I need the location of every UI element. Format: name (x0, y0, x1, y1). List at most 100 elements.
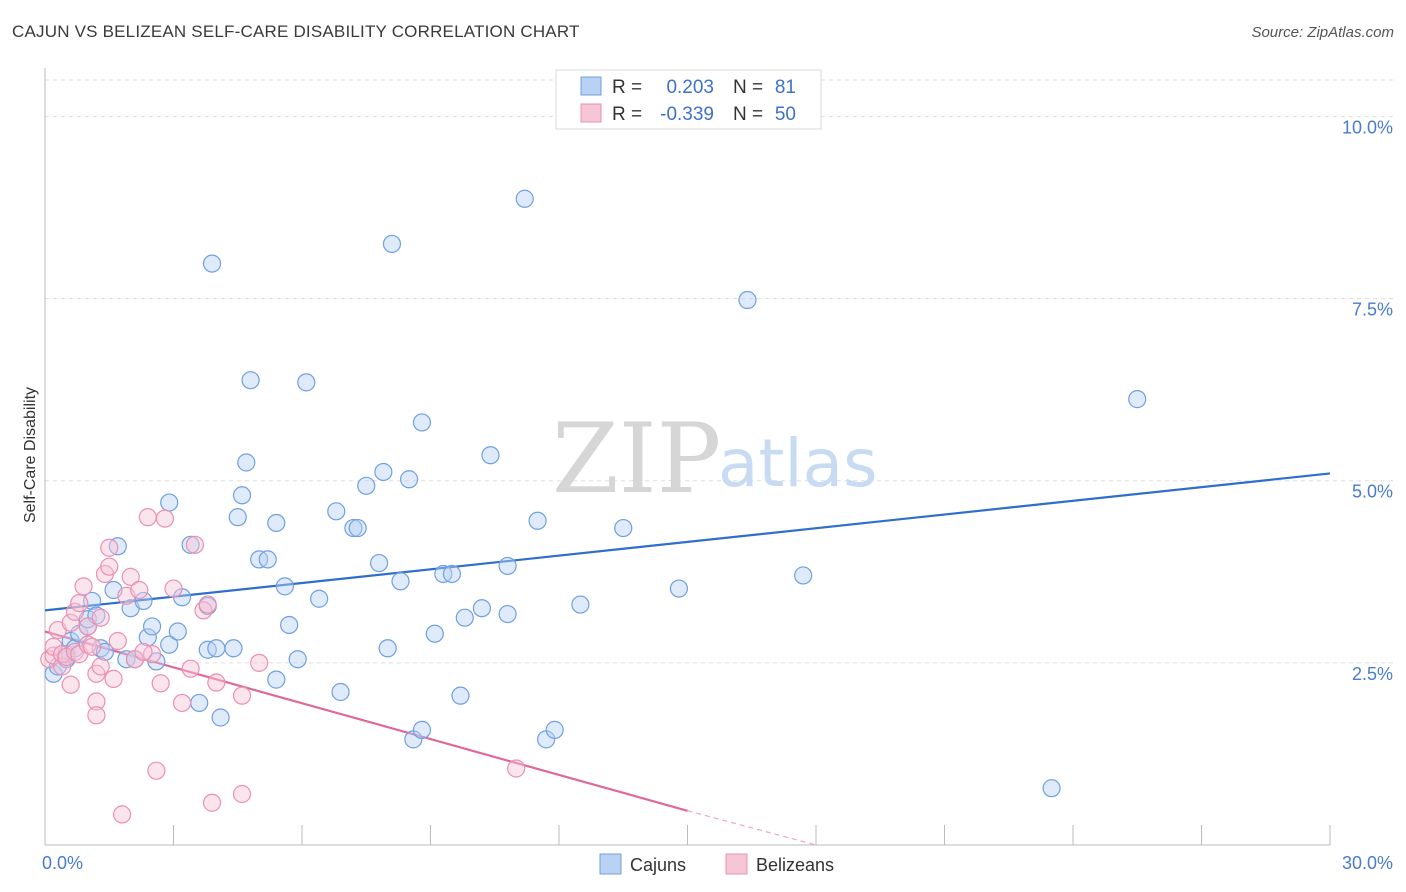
legend-n-label-0: N = (733, 77, 763, 98)
belizeans-point-49 (134, 642, 153, 662)
cajuns-point-45 (297, 373, 316, 392)
belizeans-point-8 (61, 613, 80, 632)
cajuns-point-23 (160, 493, 179, 512)
cajuns-point-26 (181, 535, 200, 554)
belizeans-point-43 (207, 673, 226, 692)
belizeans-point-34 (151, 674, 170, 693)
belizeans-point-11 (70, 594, 89, 613)
cajuns-point-41 (267, 513, 286, 533)
y-tick-label-3: 10.0% (1342, 117, 1393, 137)
belizeans-point-47 (507, 759, 526, 778)
cajuns-point-73 (545, 720, 564, 739)
cajuns-point-80 (1128, 390, 1147, 409)
y-tick-label-2: 7.5% (1352, 300, 1393, 320)
cajuns-point-51 (357, 476, 376, 495)
grid-lines (45, 79, 1395, 664)
cajuns-point-48 (331, 682, 350, 702)
bottom-legend-label-cajuns: Cajuns (630, 855, 686, 875)
cajuns-point-30 (202, 254, 222, 273)
legend-n-label-1: N = (733, 104, 763, 125)
watermark: ZIP atlas (552, 403, 878, 515)
x-tick-label-1: 30.0% (1342, 853, 1393, 873)
cajuns-point-37 (241, 371, 260, 390)
cajuns-point-71 (528, 511, 547, 530)
belizeans-point-46 (250, 653, 269, 672)
belizeans-point-36 (164, 579, 183, 598)
cajuns-point-59 (412, 413, 432, 432)
cajuns-point-43 (280, 615, 299, 635)
belizeans-point-37 (172, 693, 192, 713)
belizeans-point-33 (147, 761, 166, 780)
belizeans-point-18 (87, 692, 106, 711)
cajuns-point-79 (1042, 779, 1061, 798)
belizeans-point-44 (232, 784, 252, 804)
bottom-legend-swatch-cajuns (599, 853, 622, 875)
cajuns-point-60 (412, 720, 432, 739)
belizeans-point-26 (112, 805, 132, 824)
belizeans-point-48 (91, 657, 110, 676)
belizeans-point-19 (87, 706, 106, 725)
belizeans-point-38 (181, 659, 200, 678)
belizeans-point-7 (61, 675, 80, 694)
belizeans-point-30 (130, 580, 149, 600)
belizeans-point-4 (53, 657, 72, 676)
cajuns-point-50 (348, 518, 367, 538)
belizeans-point-25 (108, 631, 127, 651)
cajuns-point-61 (425, 624, 444, 643)
cajuns-point-47 (327, 502, 346, 521)
y-tick-label-1: 5.0% (1352, 482, 1393, 502)
tick-labels: 2.5% 5.0% 7.5% 10.0% 0.0% 30.0% (42, 117, 1393, 873)
watermark-zip: ZIP (552, 403, 721, 515)
bottom-legend: Cajuns Belizeans (599, 853, 834, 875)
cajuns-point-32 (211, 708, 230, 727)
belizeans-point-16 (83, 637, 102, 656)
cajuns-point-76 (669, 579, 689, 598)
cajuns-point-46 (310, 589, 329, 608)
cajuns-point-27 (190, 693, 209, 713)
cajuns-point-75 (614, 518, 633, 538)
cajuns-point-56 (391, 572, 410, 591)
cajuns-point-49 (344, 518, 363, 538)
cajuns-point-70 (515, 189, 534, 208)
legend-r-label-1: R = (612, 104, 642, 125)
source-label: Source: ZipAtlas.com (1251, 24, 1394, 41)
legend-n-value-0: 81 (775, 77, 796, 98)
data-points (40, 189, 1147, 824)
cajuns-point-77 (738, 290, 757, 310)
belizeans-point-39 (185, 535, 205, 554)
belizeans-point-41 (198, 595, 217, 614)
legend-r-label-0: R = (612, 77, 642, 98)
cajuns-point-69 (498, 556, 517, 576)
watermark-atlas: atlas (718, 425, 878, 502)
belizeans-point-22 (100, 557, 119, 576)
trend-line-belizeans (44, 630, 688, 812)
bottom-legend-label-belizeans: Belizeans (756, 855, 834, 875)
y-axis-label: Self-Care Disability (22, 387, 39, 523)
cajuns-point-36 (237, 453, 256, 472)
y-tick-label-0: 2.5% (1352, 664, 1393, 684)
legend-r-value-1: -0.339 (660, 104, 714, 125)
belizeans-point-23 (100, 538, 119, 557)
belizeans-point-20 (91, 608, 110, 627)
cajuns-point-19 (138, 628, 157, 647)
cajuns-point-54 (378, 639, 397, 658)
belizeans-point-45 (232, 686, 252, 705)
cajuns-point-22 (160, 635, 179, 654)
cajuns-point-31 (207, 639, 226, 658)
belizeans-point-24 (104, 669, 123, 688)
cajuns-point-63 (442, 564, 462, 584)
cajuns-point-66 (472, 599, 491, 618)
cajuns-point-24 (168, 622, 187, 641)
cajuns-point-39 (258, 550, 277, 569)
legend: R = 0.203 N = 81 R = -0.339 N = 50 (555, 69, 822, 130)
cajuns-point-33 (224, 639, 243, 658)
chart-title: CAJUN VS BELIZEAN SELF-CARE DISABILITY C… (12, 22, 580, 41)
cajuns-point-74 (571, 595, 590, 614)
belizeans-point-31 (138, 508, 157, 527)
legend-swatch-cajuns (580, 76, 602, 96)
cajuns-point-55 (382, 234, 402, 254)
cajuns-point-18 (134, 591, 153, 611)
cajuns-point-35 (232, 486, 252, 505)
cajuns-point-42 (275, 577, 294, 596)
